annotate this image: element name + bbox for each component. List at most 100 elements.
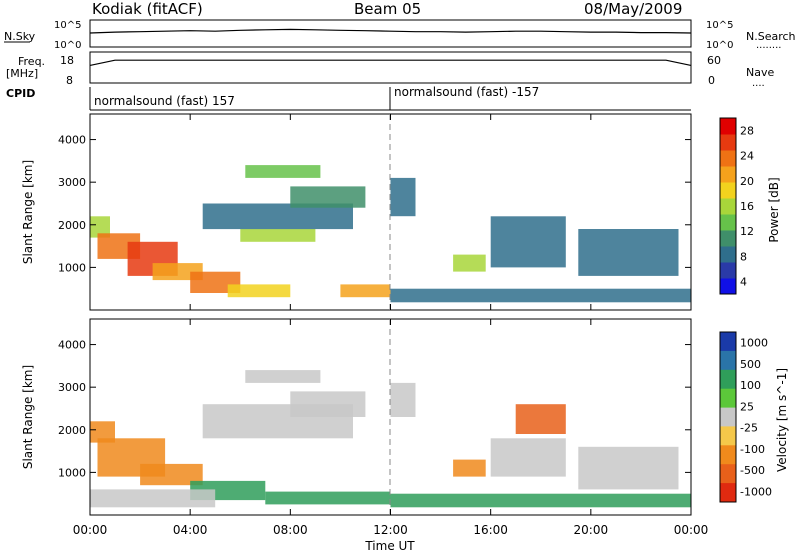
nsky-tick-bottom-left: 10^0 — [54, 40, 81, 51]
power-ylabel: Slant Range [km] — [21, 160, 35, 264]
nave-label: Nave — [746, 66, 774, 79]
velocity-colorbar-label: Velocity [m s^-1] — [775, 368, 789, 472]
echo-region — [578, 229, 679, 276]
velocity-colorbar-swatch — [720, 483, 736, 503]
y-tick-label: 3000 — [58, 176, 86, 189]
echo-region — [515, 404, 566, 434]
time-tick-label: 00:00 — [674, 523, 709, 537]
echo-region — [390, 493, 691, 508]
cpid-label: CPID — [6, 87, 35, 100]
freq-tick-top: 18 — [60, 54, 74, 67]
power-colorbar-frame — [719, 117, 737, 295]
power-colorbar-swatch — [720, 246, 736, 263]
velocity-colorbar-tick: 25 — [740, 400, 754, 413]
echo-region — [265, 491, 391, 505]
nave-dots: .... — [752, 78, 765, 89]
velocity-colorbar-tick: 500 — [740, 358, 761, 371]
y-tick-label: 2000 — [58, 219, 86, 232]
power-colorbar-swatch — [720, 150, 736, 167]
power-colorbar-tick: 16 — [740, 200, 754, 213]
velocity-colorbar-tick: 1000 — [740, 337, 768, 350]
velocity-colorbar-frame — [719, 331, 737, 503]
echo-region — [140, 463, 203, 486]
freq-panel-frame — [89, 51, 692, 84]
nsky-panel-frame — [89, 19, 692, 48]
freq-trace — [89, 59, 692, 66]
echo-region — [290, 186, 366, 208]
echo-region — [90, 216, 110, 238]
power-colorbar-swatch — [720, 182, 736, 199]
y-tick-label: 1000 — [58, 466, 86, 479]
echo-region — [578, 446, 679, 490]
velocity-colorbar-tick: -100 — [740, 443, 765, 456]
velocity-colorbar-swatch — [720, 407, 736, 427]
velocity-colorbar: 1000 500 100 25 -25 -100 -500 -1000 — [719, 331, 772, 503]
nsky-label: N.Sky — [4, 30, 36, 43]
velocity-colorbar-swatch — [720, 445, 736, 465]
power-colorbar-swatch — [720, 278, 736, 295]
time-axis: 00:00 04:00 08:00 12:00 16:00 20:00 00:00 — [73, 114, 709, 537]
nsky-trace — [89, 28, 692, 34]
echo-region — [390, 288, 691, 303]
echo-region — [152, 263, 203, 281]
echo-region — [453, 459, 486, 477]
velocity-ylabel: Slant Range [km] — [21, 365, 35, 469]
y-tick-label: 3000 — [58, 381, 86, 394]
power-colorbar: 4 8 12 16 20 24 28 — [719, 117, 754, 295]
nsky-tick-bottom-right: 10^0 — [706, 40, 733, 51]
nsky-tick-top-right: 10^5 — [706, 20, 733, 31]
power-colorbar-tick: 12 — [740, 225, 754, 238]
time-tick-label: 12:00 — [373, 523, 408, 537]
power-colorbar-swatch — [720, 198, 736, 215]
echo-region — [245, 370, 321, 383]
freq-unit: [MHz] — [6, 67, 38, 80]
velocity-colorbar-tick: -1000 — [740, 485, 772, 498]
nave-tick-bottom: 0 — [708, 74, 715, 87]
freq-line — [89, 59, 692, 66]
freq-tick-bottom: 8 — [66, 74, 73, 87]
echo-region — [290, 391, 366, 417]
nsky-tick-top-left: 10^5 — [54, 20, 81, 31]
time-tick-label: 16:00 — [473, 523, 508, 537]
echo-region — [490, 438, 566, 477]
velocity-colorbar-tick: 100 — [740, 379, 761, 392]
cpid-right-text: normalsound (fast) -157 — [394, 85, 539, 99]
power-colorbar-tick: 4 — [740, 275, 747, 288]
time-tick-label: 00:00 — [73, 523, 108, 537]
nsearch-dots: ........ — [756, 40, 781, 51]
power-colorbar-label: Power [dB] — [767, 177, 781, 242]
time-axis-label: Time UT — [364, 539, 415, 553]
time-tick-label: 04:00 — [173, 523, 208, 537]
cpid-left-text: normalsound (fast) 157 — [94, 94, 235, 108]
velocity-heatmap — [90, 370, 691, 508]
power-colorbar-swatch — [720, 230, 736, 247]
y-tick-label: 4000 — [58, 134, 86, 147]
y-tick-label: 4000 — [58, 339, 86, 352]
echo-region — [227, 284, 291, 298]
power-colorbar-swatch — [720, 214, 736, 231]
y-tick-label: 2000 — [58, 424, 86, 437]
echo-region — [453, 254, 486, 272]
power-colorbar-swatch — [720, 262, 736, 279]
time-tick-label: 08:00 — [273, 523, 308, 537]
time-tick-label: 20:00 — [574, 523, 609, 537]
echo-region — [240, 229, 316, 242]
power-heatmap — [90, 165, 691, 303]
echo-region — [245, 165, 321, 178]
power-colorbar-tick: 8 — [740, 250, 747, 263]
y-tick-label: 1000 — [58, 261, 86, 274]
nsky-line — [89, 28, 692, 34]
date-title: 08/May/2009 — [584, 0, 682, 18]
velocity-colorbar-swatch — [720, 332, 736, 352]
nave-tick-top: 60 — [707, 54, 721, 67]
power-colorbar-tick: 20 — [740, 175, 754, 188]
freq-label: Freq. — [18, 55, 45, 68]
echo-region — [202, 203, 353, 230]
velocity-colorbar-swatch — [720, 350, 736, 371]
echo-region — [390, 382, 416, 417]
echo-region — [390, 177, 416, 217]
power-colorbar-swatch — [720, 118, 736, 135]
velocity-colorbar-swatch — [720, 464, 736, 484]
velocity-y-axis: 1000 2000 3000 4000 — [58, 339, 691, 479]
